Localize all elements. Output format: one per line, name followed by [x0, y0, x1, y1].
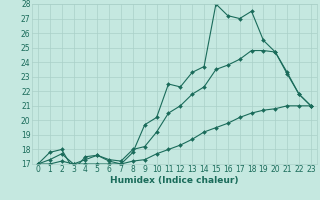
X-axis label: Humidex (Indice chaleur): Humidex (Indice chaleur): [110, 176, 239, 185]
